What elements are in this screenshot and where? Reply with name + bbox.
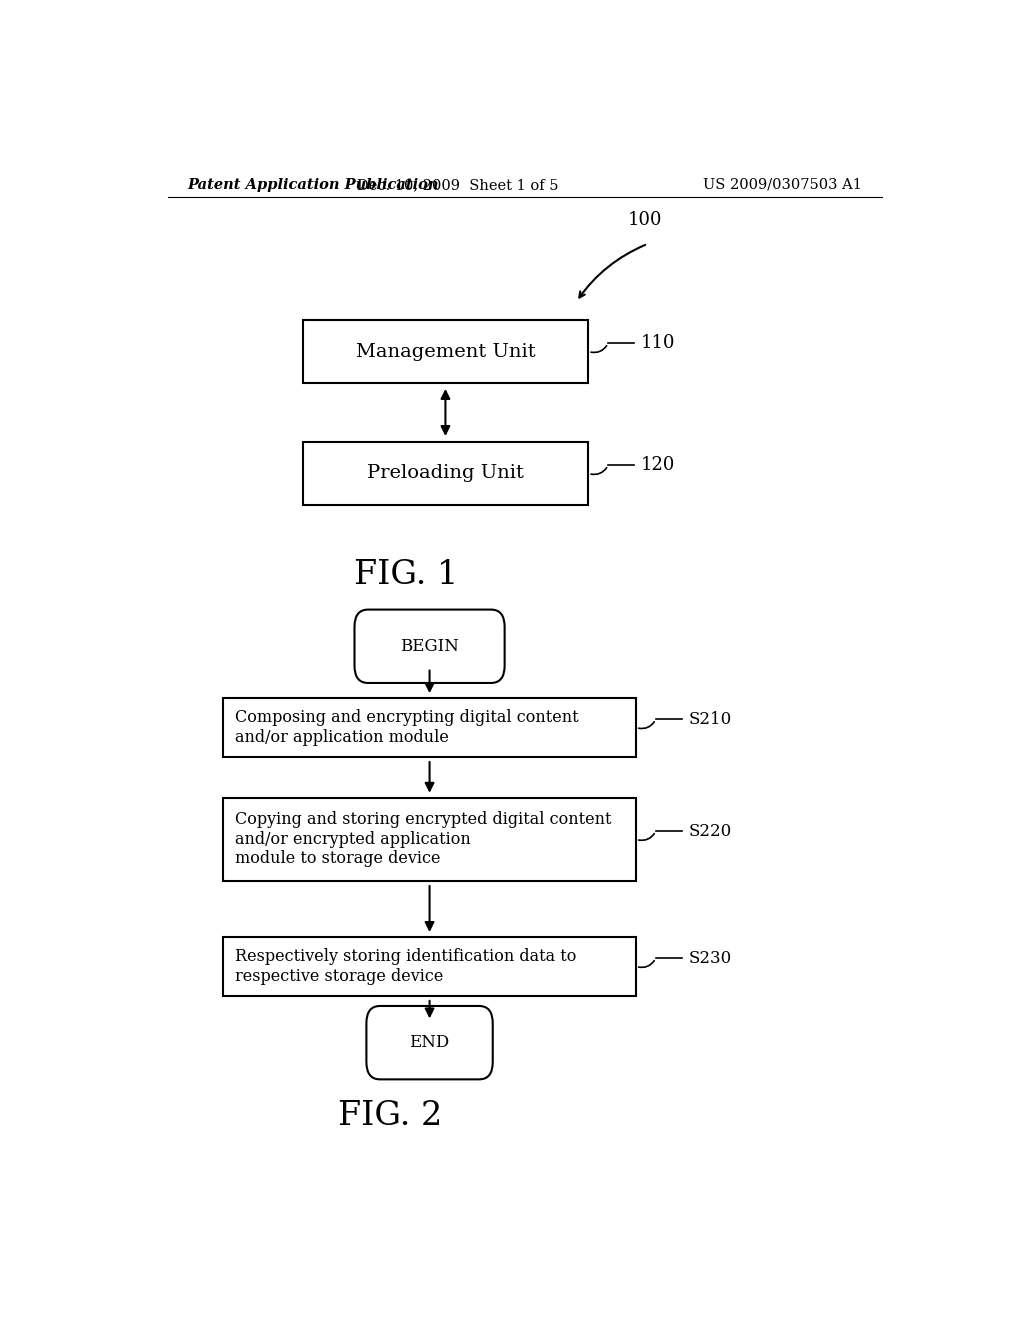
FancyBboxPatch shape [303,319,588,383]
Text: Copying and storing encrypted digital content
and/or encrypted application
modul: Copying and storing encrypted digital co… [236,812,611,867]
Text: FIG. 1: FIG. 1 [353,560,458,591]
Text: Management Unit: Management Unit [355,342,536,360]
FancyBboxPatch shape [223,698,636,758]
Text: FIG. 2: FIG. 2 [338,1100,442,1131]
Text: 100: 100 [628,210,663,228]
Text: Respectively storing identification data to
respective storage device: Respectively storing identification data… [236,948,577,985]
Text: S230: S230 [688,950,731,966]
FancyBboxPatch shape [223,937,636,995]
Text: US 2009/0307503 A1: US 2009/0307503 A1 [703,178,862,191]
Text: Composing and encrypting digital content
and/or application module: Composing and encrypting digital content… [236,709,579,746]
Text: BEGIN: BEGIN [400,638,459,655]
FancyBboxPatch shape [223,797,636,880]
Text: Dec. 10, 2009  Sheet 1 of 5: Dec. 10, 2009 Sheet 1 of 5 [356,178,558,191]
Text: 120: 120 [641,457,675,474]
FancyBboxPatch shape [367,1006,493,1080]
FancyBboxPatch shape [303,442,588,506]
Text: Preloading Unit: Preloading Unit [367,465,524,483]
Text: 110: 110 [641,334,675,352]
Text: S220: S220 [688,822,731,840]
FancyBboxPatch shape [354,610,505,682]
Text: END: END [410,1034,450,1051]
Text: S210: S210 [688,711,731,727]
Text: Patent Application Publication: Patent Application Publication [187,178,439,191]
